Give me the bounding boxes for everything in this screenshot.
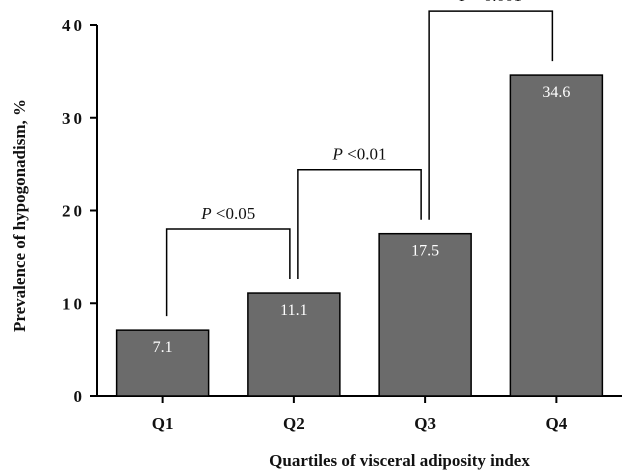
p-value-label: P <0.01 — [332, 145, 387, 164]
y-tick-label: 0 — [74, 387, 86, 406]
bar-value-label: 11.1 — [280, 302, 307, 319]
significance-bracket — [297, 168, 422, 280]
bar-value-label: 34.6 — [542, 84, 570, 101]
significance-bracket — [428, 10, 554, 220]
x-tick-label: Q2 — [283, 414, 305, 433]
bar — [115, 329, 210, 397]
bar — [378, 232, 472, 397]
x-tick-label: Q3 — [414, 414, 436, 433]
y-tick-label: 20 — [62, 202, 85, 221]
significance-brackets: P <0.05 P <0.01 P <0.001 — [165, 0, 554, 317]
significance-bracket — [165, 228, 291, 317]
bars: 7.1 11.1 17.5 34.6 — [115, 74, 604, 397]
p-value-label: P <0.001 — [459, 0, 522, 5]
bar — [247, 292, 341, 397]
y-tick-label: 40 — [62, 16, 85, 35]
p-value-label: P <0.05 — [200, 204, 255, 223]
y-axis-title: Prevalence of hypogonadism, % — [10, 99, 29, 332]
x-axis-title: Quartiles of visceral adiposity index — [269, 451, 530, 470]
y-tick-label: 10 — [62, 294, 85, 313]
bar — [509, 74, 604, 397]
bar-value-label: 17.5 — [411, 243, 439, 260]
x-tick-label: Q1 — [152, 414, 174, 433]
x-tick-label: Q4 — [546, 414, 568, 433]
bar-value-label: 7.1 — [153, 339, 173, 356]
y-tick-label: 30 — [62, 109, 85, 128]
axes: 0 10 20 30 40 Q1 Q2 Q3 Q4 — [62, 16, 622, 433]
